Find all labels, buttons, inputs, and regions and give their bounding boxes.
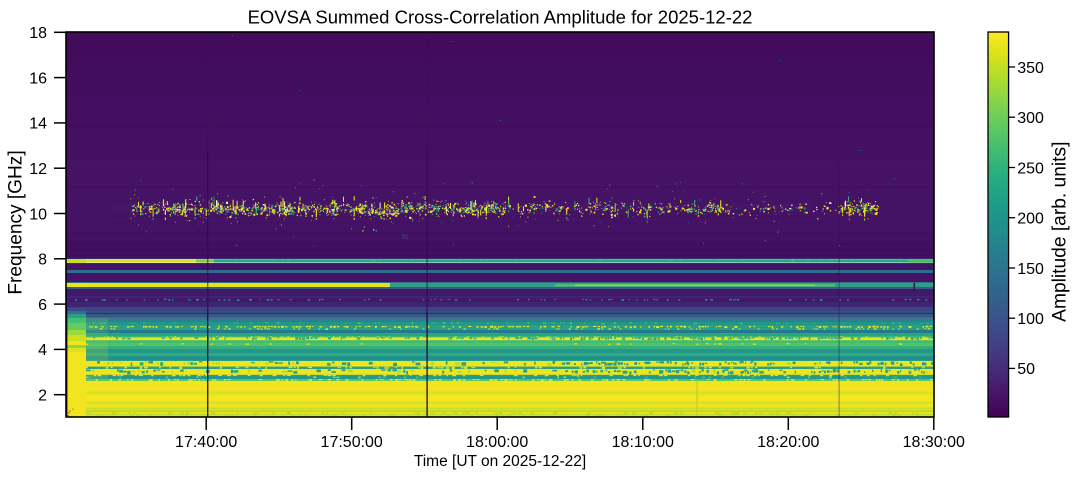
svg-text:350: 350 bbox=[1017, 60, 1044, 77]
svg-text:Time [UT on 2025-12-22]: Time [UT on 2025-12-22] bbox=[414, 453, 586, 470]
svg-text:17:50:00: 17:50:00 bbox=[321, 434, 383, 451]
svg-text:Frequency [GHz]: Frequency [GHz] bbox=[6, 150, 27, 294]
svg-text:4: 4 bbox=[38, 342, 47, 359]
svg-text:18:00:00: 18:00:00 bbox=[466, 434, 528, 451]
svg-text:6: 6 bbox=[38, 297, 47, 314]
svg-text:300: 300 bbox=[1017, 110, 1044, 127]
svg-text:18:10:00: 18:10:00 bbox=[612, 434, 674, 451]
svg-text:250: 250 bbox=[1017, 160, 1044, 177]
svg-text:100: 100 bbox=[1017, 311, 1044, 328]
svg-text:16: 16 bbox=[29, 70, 47, 87]
svg-text:18:20:00: 18:20:00 bbox=[757, 434, 819, 451]
svg-text:14: 14 bbox=[29, 116, 47, 133]
svg-text:50: 50 bbox=[1017, 361, 1035, 378]
svg-text:12: 12 bbox=[29, 161, 47, 178]
svg-text:150: 150 bbox=[1017, 261, 1044, 278]
svg-text:2: 2 bbox=[38, 388, 47, 405]
svg-text:10: 10 bbox=[29, 206, 47, 223]
svg-text:8: 8 bbox=[38, 252, 47, 269]
svg-text:18:30:00: 18:30:00 bbox=[903, 434, 965, 451]
svg-text:17:40:00: 17:40:00 bbox=[175, 434, 237, 451]
svg-text:200: 200 bbox=[1017, 211, 1044, 228]
svg-text:18: 18 bbox=[29, 25, 47, 42]
svg-text:Amplitude [arb. units]: Amplitude [arb. units] bbox=[1050, 142, 1071, 322]
svg-text:EOVSA Summed Cross-Correlation: EOVSA Summed Cross-Correlation Amplitude… bbox=[248, 7, 753, 28]
